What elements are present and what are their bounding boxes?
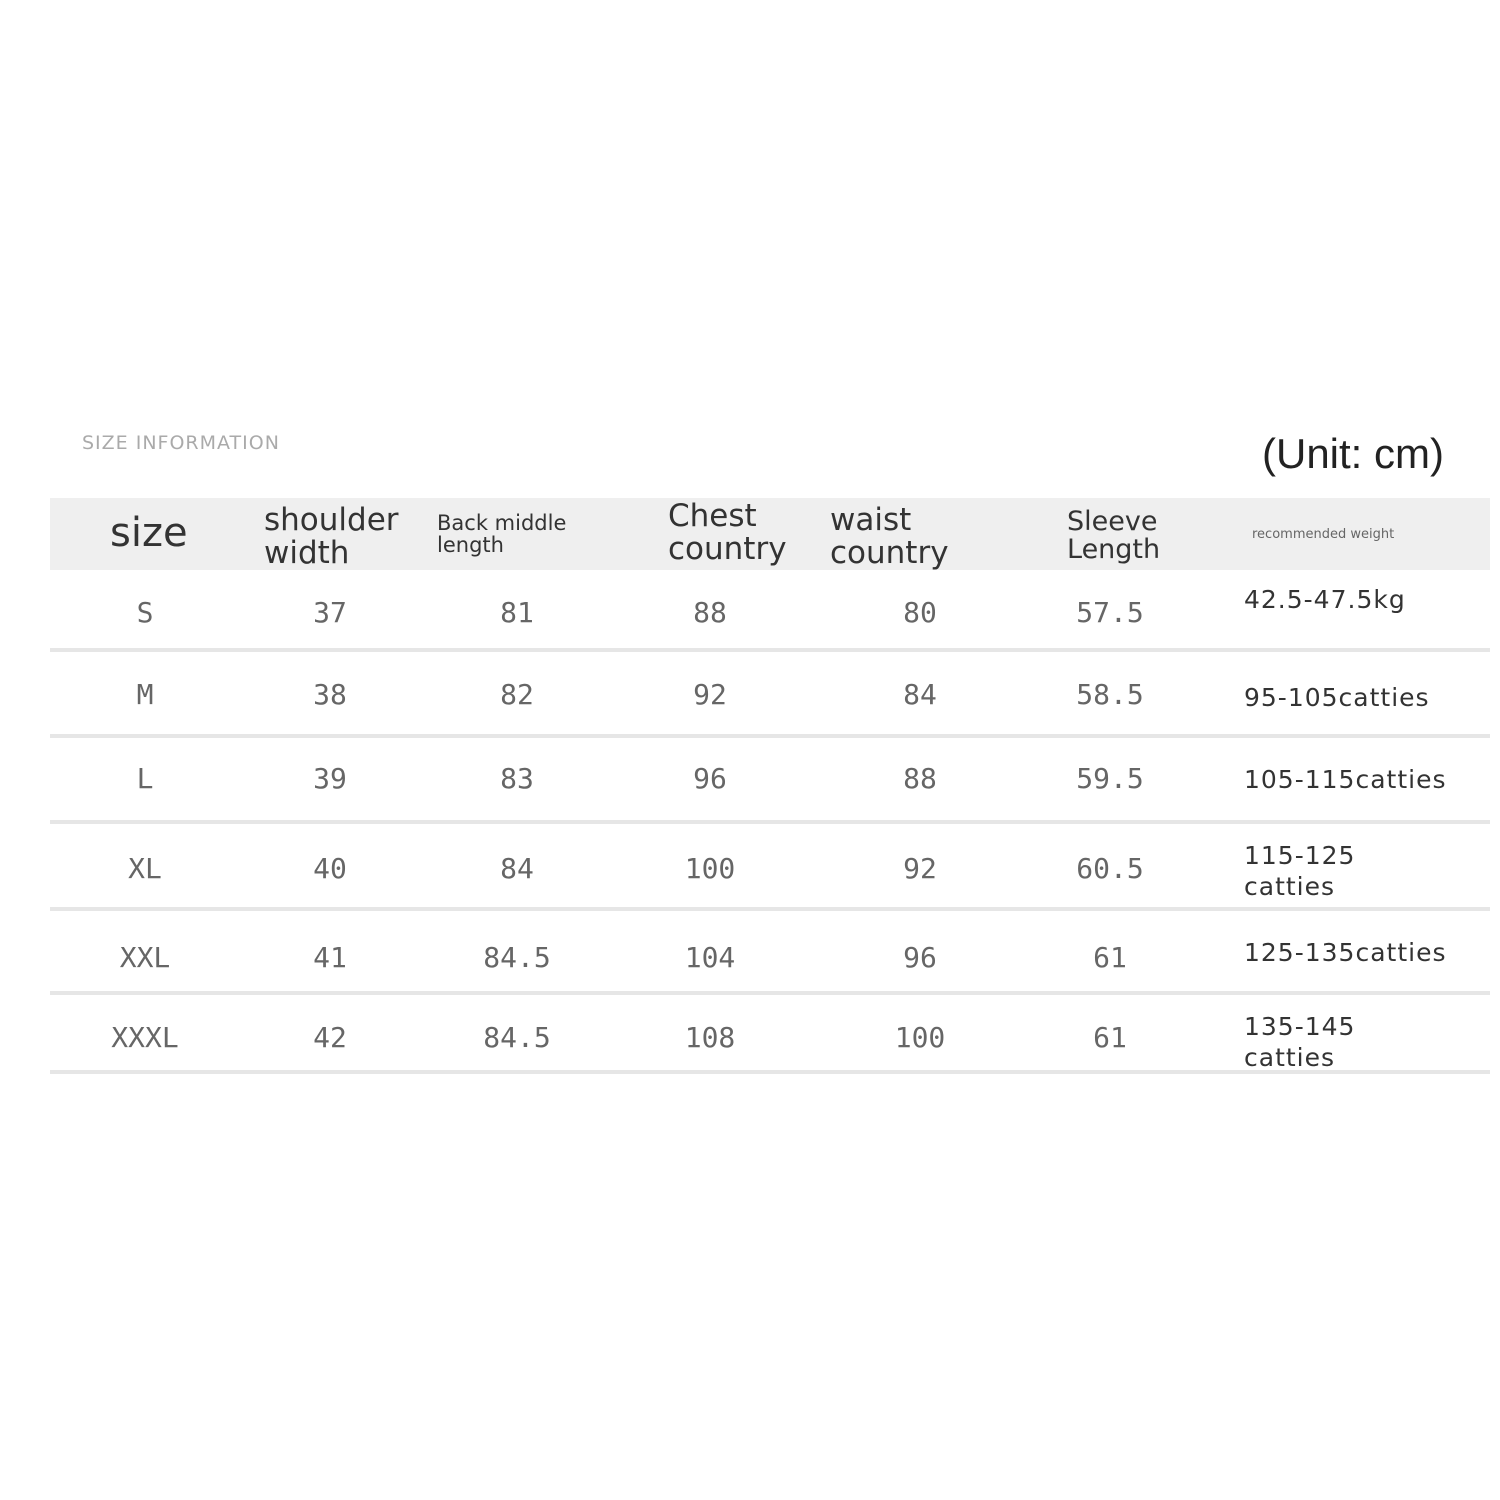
- unit-label: (Unit: cm): [1262, 430, 1444, 477]
- section-title: SIZE INFORMATION: [82, 432, 280, 454]
- cell-weight: 105-115catties: [1244, 765, 1447, 794]
- cell-chest: 104: [684, 941, 736, 974]
- table-row: XXL 41 84.5 104 96 61 125-135catties: [50, 911, 1490, 995]
- cell-weight: 115-125 catties: [1244, 841, 1356, 902]
- cell-chest: 96: [693, 762, 727, 795]
- header-shoulder: shoulder width: [264, 504, 399, 569]
- cell-back: 81: [500, 596, 534, 629]
- header-chest: Chest country: [668, 500, 787, 565]
- cell-sleeve: 59.5: [1076, 762, 1144, 795]
- cell-sleeve: 58.5: [1076, 678, 1144, 711]
- cell-chest: 100: [684, 852, 736, 885]
- cell-waist: 92: [903, 852, 937, 885]
- cell-size: XL: [128, 852, 162, 885]
- cell-waist: 100: [894, 1021, 946, 1054]
- table-row: S 37 81 88 80 57.5 42.5-47.5kg: [50, 570, 1490, 652]
- header-shoulder-line1: shoulder: [264, 502, 399, 538]
- cell-shoulder: 37: [313, 596, 347, 629]
- cell-shoulder: 40: [313, 852, 347, 885]
- cell-weight: 42.5-47.5kg: [1244, 585, 1406, 614]
- table-row: XXXL 42 84.5 108 100 61 135-145 catties: [50, 995, 1490, 1074]
- cell-back: 84.5: [483, 941, 551, 974]
- header-waist: waist country: [830, 504, 949, 569]
- header-back-line1: Back middle: [437, 511, 567, 535]
- header-sleeve-line2: Length: [1067, 534, 1161, 566]
- cell-weight: 135-145 catties: [1244, 1012, 1356, 1073]
- cell-waist: 88: [903, 762, 937, 795]
- cell-waist: 84: [903, 678, 937, 711]
- header-weight: recommended weight: [1252, 527, 1395, 542]
- cell-shoulder: 39: [313, 762, 347, 795]
- header-chest-line2: country: [668, 530, 787, 567]
- header-sleeve: Sleeve Length: [1067, 506, 1161, 566]
- cell-waist: 80: [903, 596, 937, 629]
- cell-back: 82: [500, 678, 534, 711]
- cell-back: 84.5: [483, 1021, 551, 1054]
- cell-size: S: [136, 596, 154, 629]
- header-size: size: [110, 510, 188, 556]
- cell-size: L: [136, 762, 154, 795]
- table-row: XL 40 84 100 92 60.5 115-125 catties: [50, 824, 1490, 911]
- cell-weight: 125-135catties: [1244, 938, 1447, 967]
- cell-chest: 108: [684, 1021, 736, 1054]
- size-table: size shoulder width Back middle length Che…: [50, 498, 1490, 1074]
- header-shoulder-line2: width: [264, 534, 350, 571]
- cell-back: 83: [500, 762, 534, 795]
- cell-size: XXXL: [111, 1021, 179, 1054]
- cell-weight: 95-105catties: [1244, 683, 1430, 712]
- cell-sleeve: 61: [1093, 1021, 1127, 1054]
- header-sleeve-line1: Sleeve: [1067, 506, 1158, 537]
- cell-shoulder: 42: [313, 1021, 347, 1054]
- header-chest-line1: Chest: [668, 498, 757, 534]
- table-row: L 39 83 96 88 59.5 105-115catties: [50, 738, 1490, 824]
- header-waist-line2: country: [830, 534, 949, 571]
- cell-sleeve: 57.5: [1076, 596, 1144, 629]
- cell-chest: 88: [693, 596, 727, 629]
- cell-size: XXL: [119, 941, 171, 974]
- cell-chest: 92: [693, 678, 727, 711]
- cell-size: M: [136, 678, 154, 711]
- table-body: S 37 81 88 80 57.5 42.5-47.5kg M 38 82 92 84 58.5 95-…: [50, 570, 1490, 1074]
- header-waist-line1: waist: [830, 502, 912, 538]
- header-back-line2: length: [437, 533, 504, 558]
- header-back: Back middle length: [437, 512, 566, 556]
- table-header: size shoulder width Back middle length Che…: [50, 498, 1490, 570]
- cell-back: 84: [500, 852, 534, 885]
- cell-sleeve: 60.5: [1076, 852, 1144, 885]
- cell-shoulder: 38: [313, 678, 347, 711]
- table-row: M 38 82 92 84 58.5 95-105catties: [50, 652, 1490, 738]
- cell-shoulder: 41: [313, 941, 347, 974]
- cell-sleeve: 61: [1093, 941, 1127, 974]
- cell-waist: 96: [903, 941, 937, 974]
